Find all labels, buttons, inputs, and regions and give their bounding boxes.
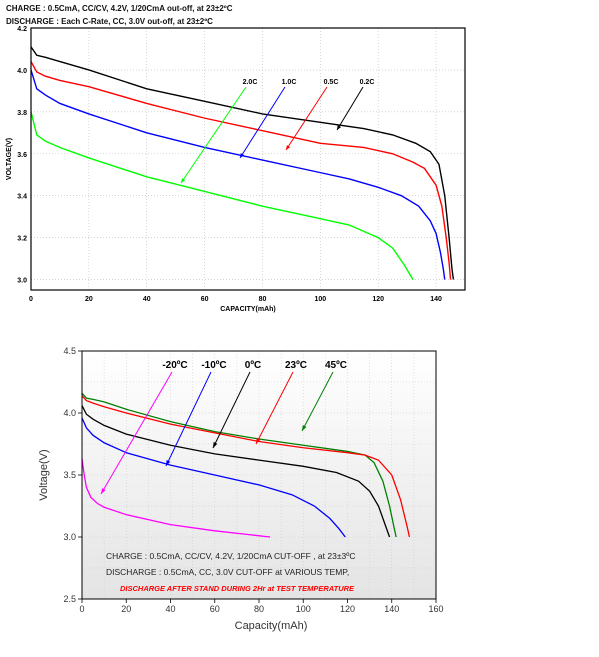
legend-pointer-0-2c — [336, 86, 364, 131]
chart1-title-line-2: DISCHARGE : Each C-Rate, CC, 3.0V out-of… — [6, 17, 213, 26]
series-line-23-c — [81, 395, 411, 538]
legend-arrowhead-20-c — [101, 488, 106, 494]
x-tick-label: 80 — [254, 604, 264, 614]
legend-pointer-0-c — [212, 371, 251, 449]
series-line-45-c — [81, 392, 397, 538]
x-tick-label: 40 — [143, 296, 151, 303]
legend-pointer-2-0c — [180, 86, 247, 184]
series-line-0-c — [81, 405, 391, 538]
y-tick-label: 2.5 — [63, 594, 76, 604]
y-tick-label: 3.0 — [17, 278, 27, 285]
top-discharge-rate-chart: 0 20 40 60 80 100 120 140 3.0 3.2 3.4 3.6 3.8 4.0 4.2 2… — [6, 26, 466, 313]
y-tick-label: 4.5 — [63, 346, 76, 356]
legend-label-23-c: 23ºC — [285, 360, 307, 371]
x-tick-label: 120 — [340, 604, 355, 614]
y-tick-label: 4.0 — [63, 408, 76, 418]
legend-pointer-0-5c — [285, 86, 328, 151]
x-tick-label: 0 — [79, 604, 84, 614]
x-tick-label: 140 — [430, 296, 442, 303]
y-tick-label: 3.2 — [17, 236, 27, 243]
y-tick-label: 3.5 — [63, 470, 76, 480]
y-tick-label: 3.8 — [17, 110, 27, 117]
x-tick-label: 40 — [165, 604, 175, 614]
series-line-0-5c — [30, 61, 452, 280]
x-tick-label: 80 — [259, 296, 267, 303]
legend-arrowhead-2-0c — [181, 178, 186, 183]
series-line-2-0c — [30, 111, 414, 280]
y-tick-label: 4.2 — [17, 26, 27, 33]
x-axis-label: CAPACITY(mAh) — [220, 306, 275, 313]
legend-arrowhead-10-c — [166, 460, 171, 466]
series-line-1-0c — [30, 69, 446, 280]
plot-area — [31, 28, 465, 290]
legend-pointer-23-c — [255, 371, 294, 445]
x-tick-label: 20 — [85, 296, 93, 303]
legend-label-45-c: 45ºC — [325, 360, 347, 371]
legend-label-20-c: -20ºC — [162, 360, 187, 371]
legend-arrowhead-1-0c — [240, 153, 245, 158]
x-tick-label: 160 — [428, 604, 443, 614]
x-tick-label: 60 — [201, 296, 209, 303]
series-line-20-c — [81, 458, 271, 538]
legend-pointer-1-0c — [239, 86, 286, 159]
x-tick-label: 100 — [296, 604, 311, 614]
x-tick-label: 0 — [29, 296, 33, 303]
legend-arrowhead-0-c — [213, 442, 218, 448]
bottom-temperature-chart: 0 20 40 60 80 100 120 140 160 2.5 3.0 3.5 4.0 4.5 -20º… — [38, 346, 444, 632]
y-axis-label: VOLTAGE(V) — [6, 138, 13, 180]
chart1-title-line-1: CHARGE : 0.5CmA, CC/CV, 4.2V, 1/20CmA ou… — [6, 4, 233, 13]
y-tick-label: 3.0 — [63, 532, 76, 542]
plot-frame — [30, 27, 466, 291]
x-tick-label: 100 — [314, 296, 326, 303]
legend-label-2-0c: 2.0C — [243, 79, 258, 86]
y-tick-label: 3.4 — [17, 194, 27, 201]
legend-label-0-5c: 0.5C — [324, 79, 339, 86]
y-tick-label: 3.6 — [17, 152, 27, 159]
series-line-0-2c — [30, 46, 455, 280]
plot-frame — [81, 350, 437, 600]
legend-arrowhead-0-2c — [337, 125, 342, 130]
x-axis-label: Capacity(mAh) — [235, 620, 308, 632]
legend-label-0-2c: 0.2C — [360, 79, 375, 86]
legend-pointer-45-c — [301, 371, 334, 432]
legend-label-1-0c: 1.0C — [282, 79, 297, 86]
legend-pointer-10-c — [165, 371, 212, 467]
annotation-2: DISCHARGE : 0.5CmA, CC, 3.0V CUT-OFF at … — [106, 567, 349, 577]
legend-pointer-20-c — [100, 371, 173, 495]
x-tick-label: 20 — [121, 604, 131, 614]
y-axis-label: Voltage(V) — [38, 449, 50, 500]
legend-arrowhead-23-c — [256, 438, 261, 444]
legend-label-10-c: -10ºC — [201, 360, 226, 371]
x-tick-label: 60 — [210, 604, 220, 614]
legend-label-0-c: 0ºC — [245, 360, 261, 371]
x-tick-label: 140 — [384, 604, 399, 614]
series-line-10-c — [81, 417, 346, 538]
annotation-3: DISCHARGE AFTER STAND DURING 2Hr at TEST… — [120, 584, 355, 593]
annotation-1: CHARGE : 0.5CmA, CC/CV, 4.2V, 1/20CmA CU… — [106, 551, 355, 561]
legend-arrowhead-45-c — [302, 425, 307, 431]
legend-arrowhead-0-5c — [286, 145, 291, 150]
y-tick-label: 4.0 — [17, 68, 27, 75]
x-tick-label: 120 — [372, 296, 384, 303]
